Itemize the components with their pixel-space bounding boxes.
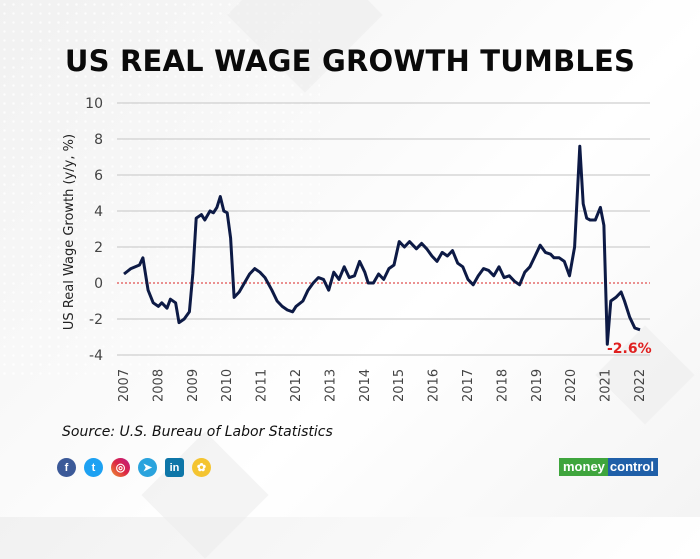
koo-icon[interactable]: ✿ — [192, 458, 211, 477]
svg-text:2010: 2010 — [220, 369, 235, 402]
telegram-icon[interactable]: ➤ — [138, 458, 157, 477]
y-axis-label: US Real Wage Growth (y/y, %) — [62, 134, 77, 330]
wage-growth-line — [123, 144, 641, 346]
svg-text:2012: 2012 — [289, 369, 304, 402]
svg-text:2: 2 — [94, 240, 103, 256]
svg-text:2022: 2022 — [633, 369, 648, 402]
background-diamond — [141, 431, 269, 559]
svg-text:2008: 2008 — [151, 369, 166, 402]
svg-text:2018: 2018 — [495, 369, 510, 402]
background-dot-pattern — [0, 0, 320, 380]
social-icons: f t ◎ ➤ in ✿ — [57, 458, 211, 477]
moneycontrol-logo: money control — [559, 458, 658, 476]
svg-text:-4: -4 — [89, 348, 103, 364]
svg-text:2007: 2007 — [117, 369, 132, 402]
svg-text:2013: 2013 — [323, 369, 338, 402]
linkedin-icon[interactable]: in — [165, 458, 184, 477]
facebook-icon[interactable]: f — [57, 458, 76, 477]
line-chart: 10 8 6 4 2 0 -2 -4 2007 2008 2009 2010 2011 2012 2013… — [62, 96, 652, 402]
x-axis-ticks: 2007 2008 2009 2010 2011 2012 2013 2014 2015 2016… — [117, 369, 648, 402]
svg-text:-2: -2 — [89, 312, 103, 328]
source-note: Source: U.S. Bureau of Labor Statistics — [62, 424, 333, 440]
svg-text:0: 0 — [94, 276, 103, 292]
svg-text:2014: 2014 — [358, 369, 373, 402]
latest-value-annotation: -2.6% — [607, 341, 652, 357]
svg-text:2019: 2019 — [530, 369, 545, 402]
y-axis-ticks: 10 8 6 4 2 0 -2 -4 — [85, 96, 103, 364]
chart-title: US REAL WAGE GROWTH TUMBLES — [64, 44, 636, 78]
svg-text:2009: 2009 — [186, 369, 201, 402]
svg-text:4: 4 — [94, 204, 103, 220]
twitter-icon[interactable]: t — [84, 458, 103, 477]
svg-text:2011: 2011 — [255, 369, 270, 402]
svg-text:2020: 2020 — [564, 369, 579, 402]
svg-text:2017: 2017 — [461, 369, 476, 402]
svg-text:2015: 2015 — [392, 369, 407, 402]
gridlines — [117, 102, 650, 356]
svg-text:10: 10 — [85, 96, 103, 112]
svg-text:2021: 2021 — [599, 369, 614, 402]
svg-text:6: 6 — [94, 168, 103, 184]
instagram-icon[interactable]: ◎ — [111, 458, 130, 477]
svg-text:2016: 2016 — [427, 369, 442, 402]
svg-text:8: 8 — [94, 132, 103, 148]
